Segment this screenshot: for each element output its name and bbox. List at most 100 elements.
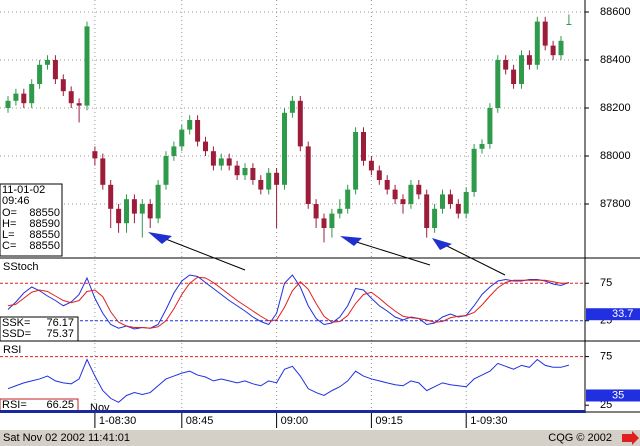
candle-body bbox=[139, 204, 145, 214]
candle-body bbox=[471, 148, 477, 192]
y-tick-label: 75 bbox=[600, 351, 612, 363]
x-tick-label: 09:00 bbox=[281, 415, 309, 427]
candle-body bbox=[321, 218, 327, 228]
status-datetime: Sat Nov 02 2002 11:41:01 bbox=[3, 432, 130, 444]
candle-body bbox=[440, 194, 445, 209]
candle-body bbox=[5, 100, 11, 108]
candle-body bbox=[526, 55, 532, 65]
candle-body bbox=[392, 189, 398, 200]
candle-body bbox=[155, 184, 161, 219]
candle-body bbox=[495, 60, 501, 108]
legend-name: SSK= bbox=[2, 317, 30, 329]
y-tick-label: 75 bbox=[600, 277, 612, 289]
info-date: 11-01-02 bbox=[2, 184, 45, 196]
candle-body bbox=[447, 194, 453, 204]
candle-body bbox=[76, 103, 82, 106]
candle-body bbox=[226, 158, 232, 166]
scroll-arrow[interactable] bbox=[622, 431, 639, 445]
candle-body bbox=[60, 79, 66, 92]
series-line bbox=[7, 276, 569, 329]
legend-box bbox=[0, 316, 79, 342]
legend-name: SSD= bbox=[2, 328, 31, 340]
candle-body bbox=[108, 184, 114, 209]
candle-body bbox=[258, 180, 264, 190]
arrow-line bbox=[349, 239, 431, 266]
candle-body bbox=[455, 204, 461, 214]
arrow-head bbox=[432, 238, 452, 250]
candle-body bbox=[511, 69, 517, 84]
candle-body bbox=[92, 151, 98, 159]
y-tick-label: 87800 bbox=[600, 198, 631, 210]
info-value: 88590 bbox=[29, 218, 60, 230]
candle-body bbox=[274, 172, 280, 185]
candle-body bbox=[305, 146, 311, 204]
annotation-arrows bbox=[148, 232, 506, 276]
candle-body bbox=[345, 189, 351, 209]
status-copyright: CQG © 2002 bbox=[548, 432, 612, 444]
time-axis-bar bbox=[0, 410, 585, 413]
arrow-head bbox=[340, 236, 362, 246]
candle-body bbox=[37, 64, 43, 84]
value-marker bbox=[586, 389, 640, 402]
x-tick-label: 1-09:30 bbox=[470, 415, 507, 427]
candle-body bbox=[124, 199, 129, 224]
candle-body bbox=[519, 55, 524, 84]
candle-body bbox=[329, 213, 335, 228]
candle-body bbox=[424, 194, 430, 228]
candle-body bbox=[266, 172, 272, 190]
candle-body bbox=[52, 60, 58, 80]
arrow-line bbox=[444, 244, 506, 276]
candle-body bbox=[376, 170, 382, 180]
y-tick-label: 25 bbox=[600, 399, 612, 411]
candle-body bbox=[13, 93, 19, 101]
plot-layer: 88600 88400 88200 88000 87800 11-01-0209:46O=… bbox=[0, 0, 640, 428]
candle-body bbox=[289, 100, 295, 113]
candle-body bbox=[432, 208, 438, 228]
candle-body bbox=[171, 146, 177, 156]
x-tick-label: 08:45 bbox=[186, 415, 214, 427]
candle-body bbox=[29, 84, 35, 104]
legend-value: 66.25 bbox=[46, 399, 74, 411]
value-marker-label: 35 bbox=[612, 389, 624, 401]
candle-body bbox=[187, 120, 193, 130]
panel-title: SStoch bbox=[3, 261, 38, 273]
candle-body bbox=[384, 180, 390, 190]
legend-name: RSI= bbox=[2, 399, 27, 411]
candle-body bbox=[503, 60, 509, 70]
candle-body bbox=[408, 184, 414, 204]
candle-body bbox=[100, 158, 106, 185]
candle-body bbox=[84, 26, 90, 106]
value-marker bbox=[586, 308, 640, 321]
candle-body bbox=[45, 60, 50, 65]
info-label: C= bbox=[2, 240, 16, 252]
candle-body bbox=[361, 132, 366, 161]
y-tick-label: 88600 bbox=[600, 6, 631, 18]
status-bar bbox=[0, 430, 640, 446]
candle-body bbox=[353, 132, 359, 190]
candle-body bbox=[400, 199, 406, 204]
candle-body bbox=[542, 21, 548, 46]
legend-value: 76.17 bbox=[46, 317, 74, 329]
x-tick-label: 09:15 bbox=[375, 415, 403, 427]
legend-value: 75.37 bbox=[46, 328, 74, 340]
candle-body bbox=[463, 192, 469, 214]
series-line bbox=[7, 274, 570, 330]
candle-body bbox=[242, 168, 248, 176]
info-label: H= bbox=[2, 218, 16, 230]
x-tick-label: 1-08:30 bbox=[99, 415, 136, 427]
candle-body bbox=[203, 141, 208, 152]
candle-body bbox=[416, 184, 422, 195]
info-label: L= bbox=[2, 229, 15, 241]
candle-body bbox=[297, 100, 303, 147]
candle-body bbox=[179, 129, 185, 147]
candle-body bbox=[479, 144, 485, 149]
series-line bbox=[7, 358, 570, 403]
arrow-head bbox=[148, 232, 172, 244]
candle-body bbox=[210, 151, 216, 166]
candle-body bbox=[282, 112, 287, 185]
info-value: 88550 bbox=[29, 240, 60, 252]
candle-body bbox=[163, 156, 169, 185]
candle-body bbox=[534, 21, 540, 65]
arrow-line bbox=[157, 235, 246, 271]
